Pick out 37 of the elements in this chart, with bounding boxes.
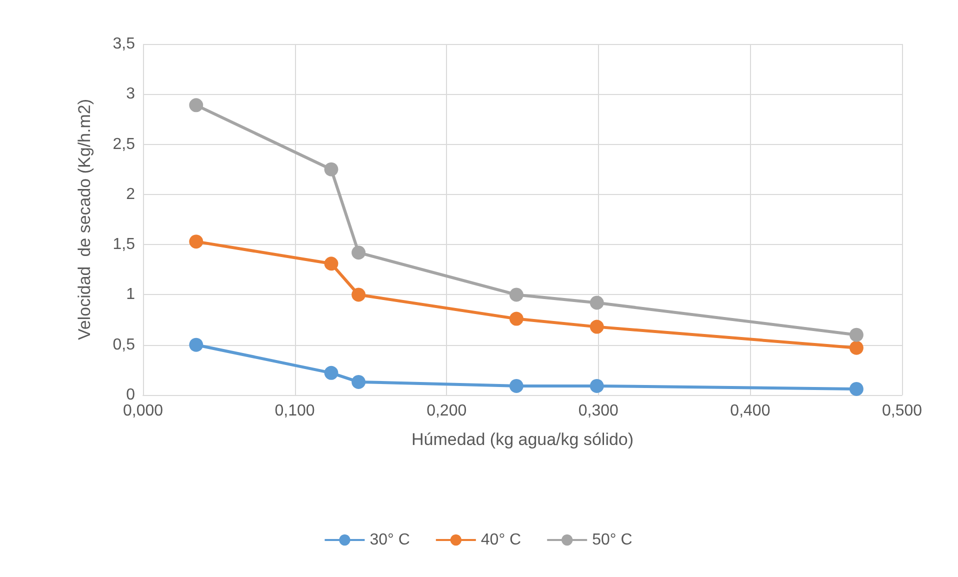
legend-label: 30° C bbox=[370, 532, 410, 548]
point bbox=[352, 288, 366, 302]
point bbox=[189, 338, 204, 352]
point bbox=[324, 366, 338, 380]
x-tick-label: 0,500 bbox=[882, 402, 922, 420]
y-tick-label: 3 bbox=[126, 86, 136, 103]
x-tick-label: 0,000 bbox=[122, 402, 164, 420]
point bbox=[509, 288, 524, 302]
point bbox=[189, 234, 204, 249]
y-tick-label: 0,5 bbox=[112, 336, 136, 354]
point bbox=[352, 246, 366, 260]
y-tick-label: 2 bbox=[126, 186, 136, 203]
x-tick-label: 0,100 bbox=[274, 402, 315, 420]
y-axis-title: Velocidad de secado (Kg/h.m2) bbox=[75, 99, 94, 340]
x-tick-label: 0,300 bbox=[578, 402, 619, 420]
x-axis-title: Húmedad (kg agua/kg sólido) bbox=[411, 430, 634, 449]
legend-label: 50° C bbox=[592, 532, 632, 548]
y-tick-label: 1,5 bbox=[112, 236, 136, 254]
point bbox=[590, 320, 604, 334]
point bbox=[324, 162, 338, 176]
point bbox=[352, 374, 366, 389]
point bbox=[509, 312, 524, 326]
y-tick-label: 0 bbox=[126, 386, 136, 404]
point bbox=[849, 340, 864, 355]
point bbox=[590, 296, 604, 310]
y-tick-label: 2,5 bbox=[112, 136, 136, 153]
point bbox=[189, 98, 204, 112]
point bbox=[849, 382, 864, 396]
y-tick-label: 3,5 bbox=[112, 36, 136, 52]
x-tick-label: 0,200 bbox=[426, 402, 467, 420]
point bbox=[324, 256, 338, 271]
point bbox=[590, 378, 604, 393]
point bbox=[509, 378, 524, 393]
legend-label: 40° C bbox=[480, 532, 522, 548]
y-tick-label: 1 bbox=[126, 286, 136, 304]
point bbox=[849, 328, 864, 342]
x-tick-label: 0,400 bbox=[730, 402, 770, 420]
